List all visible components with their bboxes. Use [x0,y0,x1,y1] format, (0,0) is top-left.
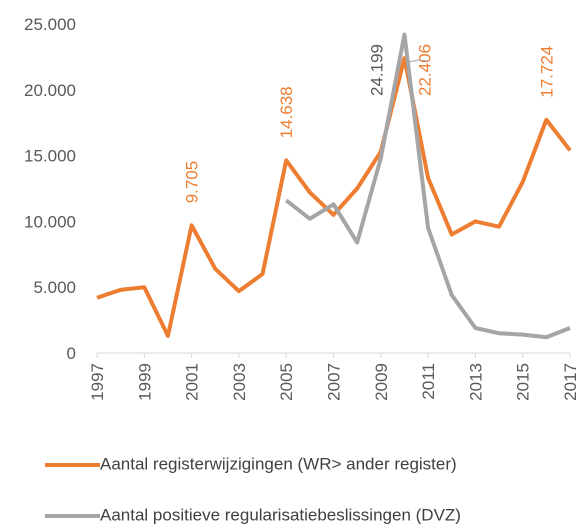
legend-label: Aantal positieve regularisatiebeslissing… [100,505,461,524]
series-line [96,56,572,338]
y-tick-label: 10.000 [24,212,76,231]
series-line [284,32,571,340]
y-tick-label: 15.000 [24,147,76,166]
y-tick-label: 5.000 [33,278,76,297]
x-tick-label: 2009 [372,363,391,401]
x-tick-label: 1999 [135,363,154,401]
x-tick-label: 2015 [514,363,533,401]
x-tick-label: 2005 [277,363,296,401]
value-label: 17.724 [537,46,556,98]
value-label: 9.705 [183,161,202,204]
x-tick-label: 1997 [88,363,107,401]
value-label: 24.199 [367,44,386,96]
x-tick-label: 2013 [466,363,485,401]
value-label: 22.406 [415,44,434,96]
x-tick-label: 2017 [561,363,577,401]
x-tick-label: 2011 [419,363,438,400]
value-label: 14.638 [277,86,296,138]
x-tick-label: 2003 [230,363,249,401]
y-tick-label: 0 [67,344,76,363]
y-tick-label: 20.000 [24,81,76,100]
legend-label: Aantal registerwijzigingen (WR> ander re… [100,454,457,473]
x-tick-label: 2001 [183,363,202,401]
y-tick-label: 25.000 [24,15,76,34]
leader-line [408,59,429,63]
x-tick-label: 2007 [325,363,344,401]
